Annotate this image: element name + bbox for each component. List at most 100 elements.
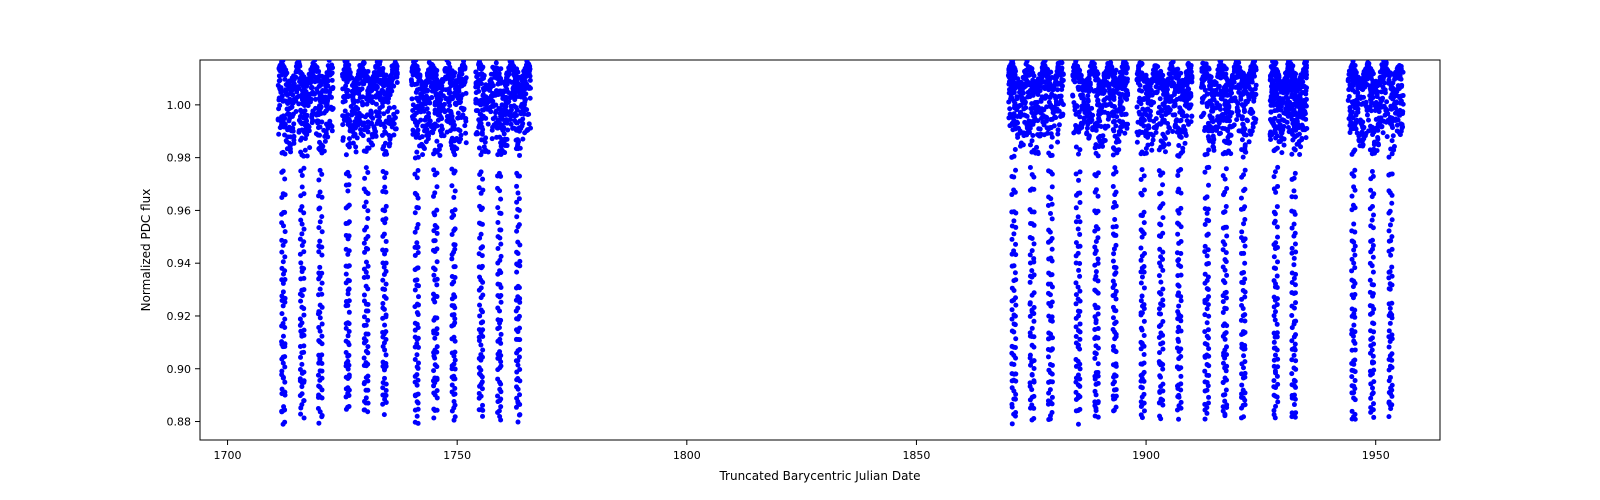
- data-point: [347, 287, 352, 292]
- data-point: [346, 333, 351, 338]
- data-point: [1096, 170, 1101, 175]
- data-point: [495, 76, 500, 81]
- data-point: [516, 191, 521, 196]
- data-point: [1140, 415, 1145, 420]
- data-point: [1106, 114, 1111, 119]
- data-point: [319, 352, 324, 357]
- data-point: [1031, 406, 1036, 411]
- data-point: [347, 388, 352, 393]
- data-point: [482, 144, 487, 149]
- data-point: [326, 126, 331, 131]
- data-point: [1160, 83, 1165, 88]
- data-point: [1048, 95, 1053, 100]
- data-point: [1243, 402, 1248, 407]
- data-point: [1178, 206, 1183, 211]
- data-point: [435, 277, 440, 282]
- data-point: [517, 413, 522, 418]
- data-point: [288, 149, 293, 154]
- data-point: [365, 274, 370, 279]
- data-point: [437, 82, 442, 87]
- data-point: [1015, 135, 1020, 140]
- data-point: [494, 60, 499, 65]
- data-point: [1176, 143, 1181, 148]
- data-point: [1012, 154, 1017, 159]
- data-point: [365, 308, 370, 313]
- data-point: [282, 277, 287, 282]
- data-point: [1158, 292, 1163, 297]
- data-point: [451, 195, 456, 200]
- data-point: [1048, 387, 1053, 392]
- data-point: [452, 70, 457, 75]
- data-point: [347, 263, 352, 268]
- data-point: [1160, 319, 1165, 324]
- data-point: [1206, 66, 1211, 71]
- data-point: [1242, 346, 1247, 351]
- data-point: [1095, 102, 1100, 107]
- data-point: [525, 112, 530, 117]
- data-point: [362, 204, 367, 209]
- data-point: [1241, 251, 1246, 256]
- data-point: [1017, 103, 1022, 108]
- data-point: [384, 393, 389, 398]
- data-point: [1206, 165, 1211, 170]
- data-point: [498, 359, 503, 364]
- data-point: [319, 369, 324, 374]
- data-point: [413, 130, 418, 135]
- data-point: [1241, 172, 1246, 177]
- data-point: [364, 395, 369, 400]
- data-point: [1096, 278, 1101, 283]
- data-point: [314, 64, 319, 69]
- data-point: [498, 270, 503, 275]
- data-point: [1178, 84, 1183, 89]
- data-point: [370, 132, 375, 137]
- data-point: [1222, 126, 1227, 131]
- data-point: [434, 246, 439, 251]
- data-point: [434, 225, 439, 230]
- data-point: [301, 350, 306, 355]
- data-point: [486, 150, 491, 155]
- data-point: [302, 415, 307, 420]
- data-point: [525, 62, 530, 67]
- data-point: [1101, 98, 1106, 103]
- data-point: [1204, 71, 1209, 76]
- x-tick-label: 1700: [214, 449, 242, 462]
- data-point: [420, 134, 425, 139]
- data-point: [1078, 169, 1083, 174]
- data-point: [1042, 122, 1047, 127]
- data-point: [477, 313, 482, 318]
- data-point: [1098, 134, 1103, 139]
- data-point: [497, 135, 502, 140]
- x-tick-label: 1900: [1132, 449, 1160, 462]
- data-point: [1077, 232, 1082, 237]
- data-point: [366, 191, 371, 196]
- data-point: [1050, 75, 1055, 80]
- data-point: [1073, 280, 1078, 285]
- data-point: [384, 352, 389, 357]
- data-point: [1228, 98, 1233, 103]
- data-point: [384, 296, 389, 301]
- data-point: [380, 278, 385, 283]
- data-point: [346, 353, 351, 358]
- data-point: [1160, 201, 1165, 206]
- data-point: [1163, 106, 1168, 111]
- data-point: [301, 249, 306, 254]
- data-point: [504, 70, 509, 75]
- data-point: [1042, 86, 1047, 91]
- data-point: [1094, 408, 1099, 413]
- data-point: [279, 311, 284, 316]
- data-point: [1114, 364, 1119, 369]
- data-point: [1224, 290, 1229, 295]
- data-point: [1203, 222, 1208, 227]
- data-point: [318, 219, 323, 224]
- data-point: [1297, 152, 1302, 157]
- data-point: [1160, 257, 1165, 262]
- data-point: [1077, 124, 1082, 129]
- data-point: [1142, 270, 1147, 275]
- data-point: [499, 300, 504, 305]
- data-point: [1251, 69, 1256, 74]
- data-point: [1148, 92, 1153, 97]
- data-point: [1142, 408, 1147, 413]
- data-point: [498, 242, 503, 247]
- lightcurve-scatter-plot: 1700175018001850190019500.880.900.920.94…: [0, 0, 1600, 500]
- data-point: [317, 265, 322, 270]
